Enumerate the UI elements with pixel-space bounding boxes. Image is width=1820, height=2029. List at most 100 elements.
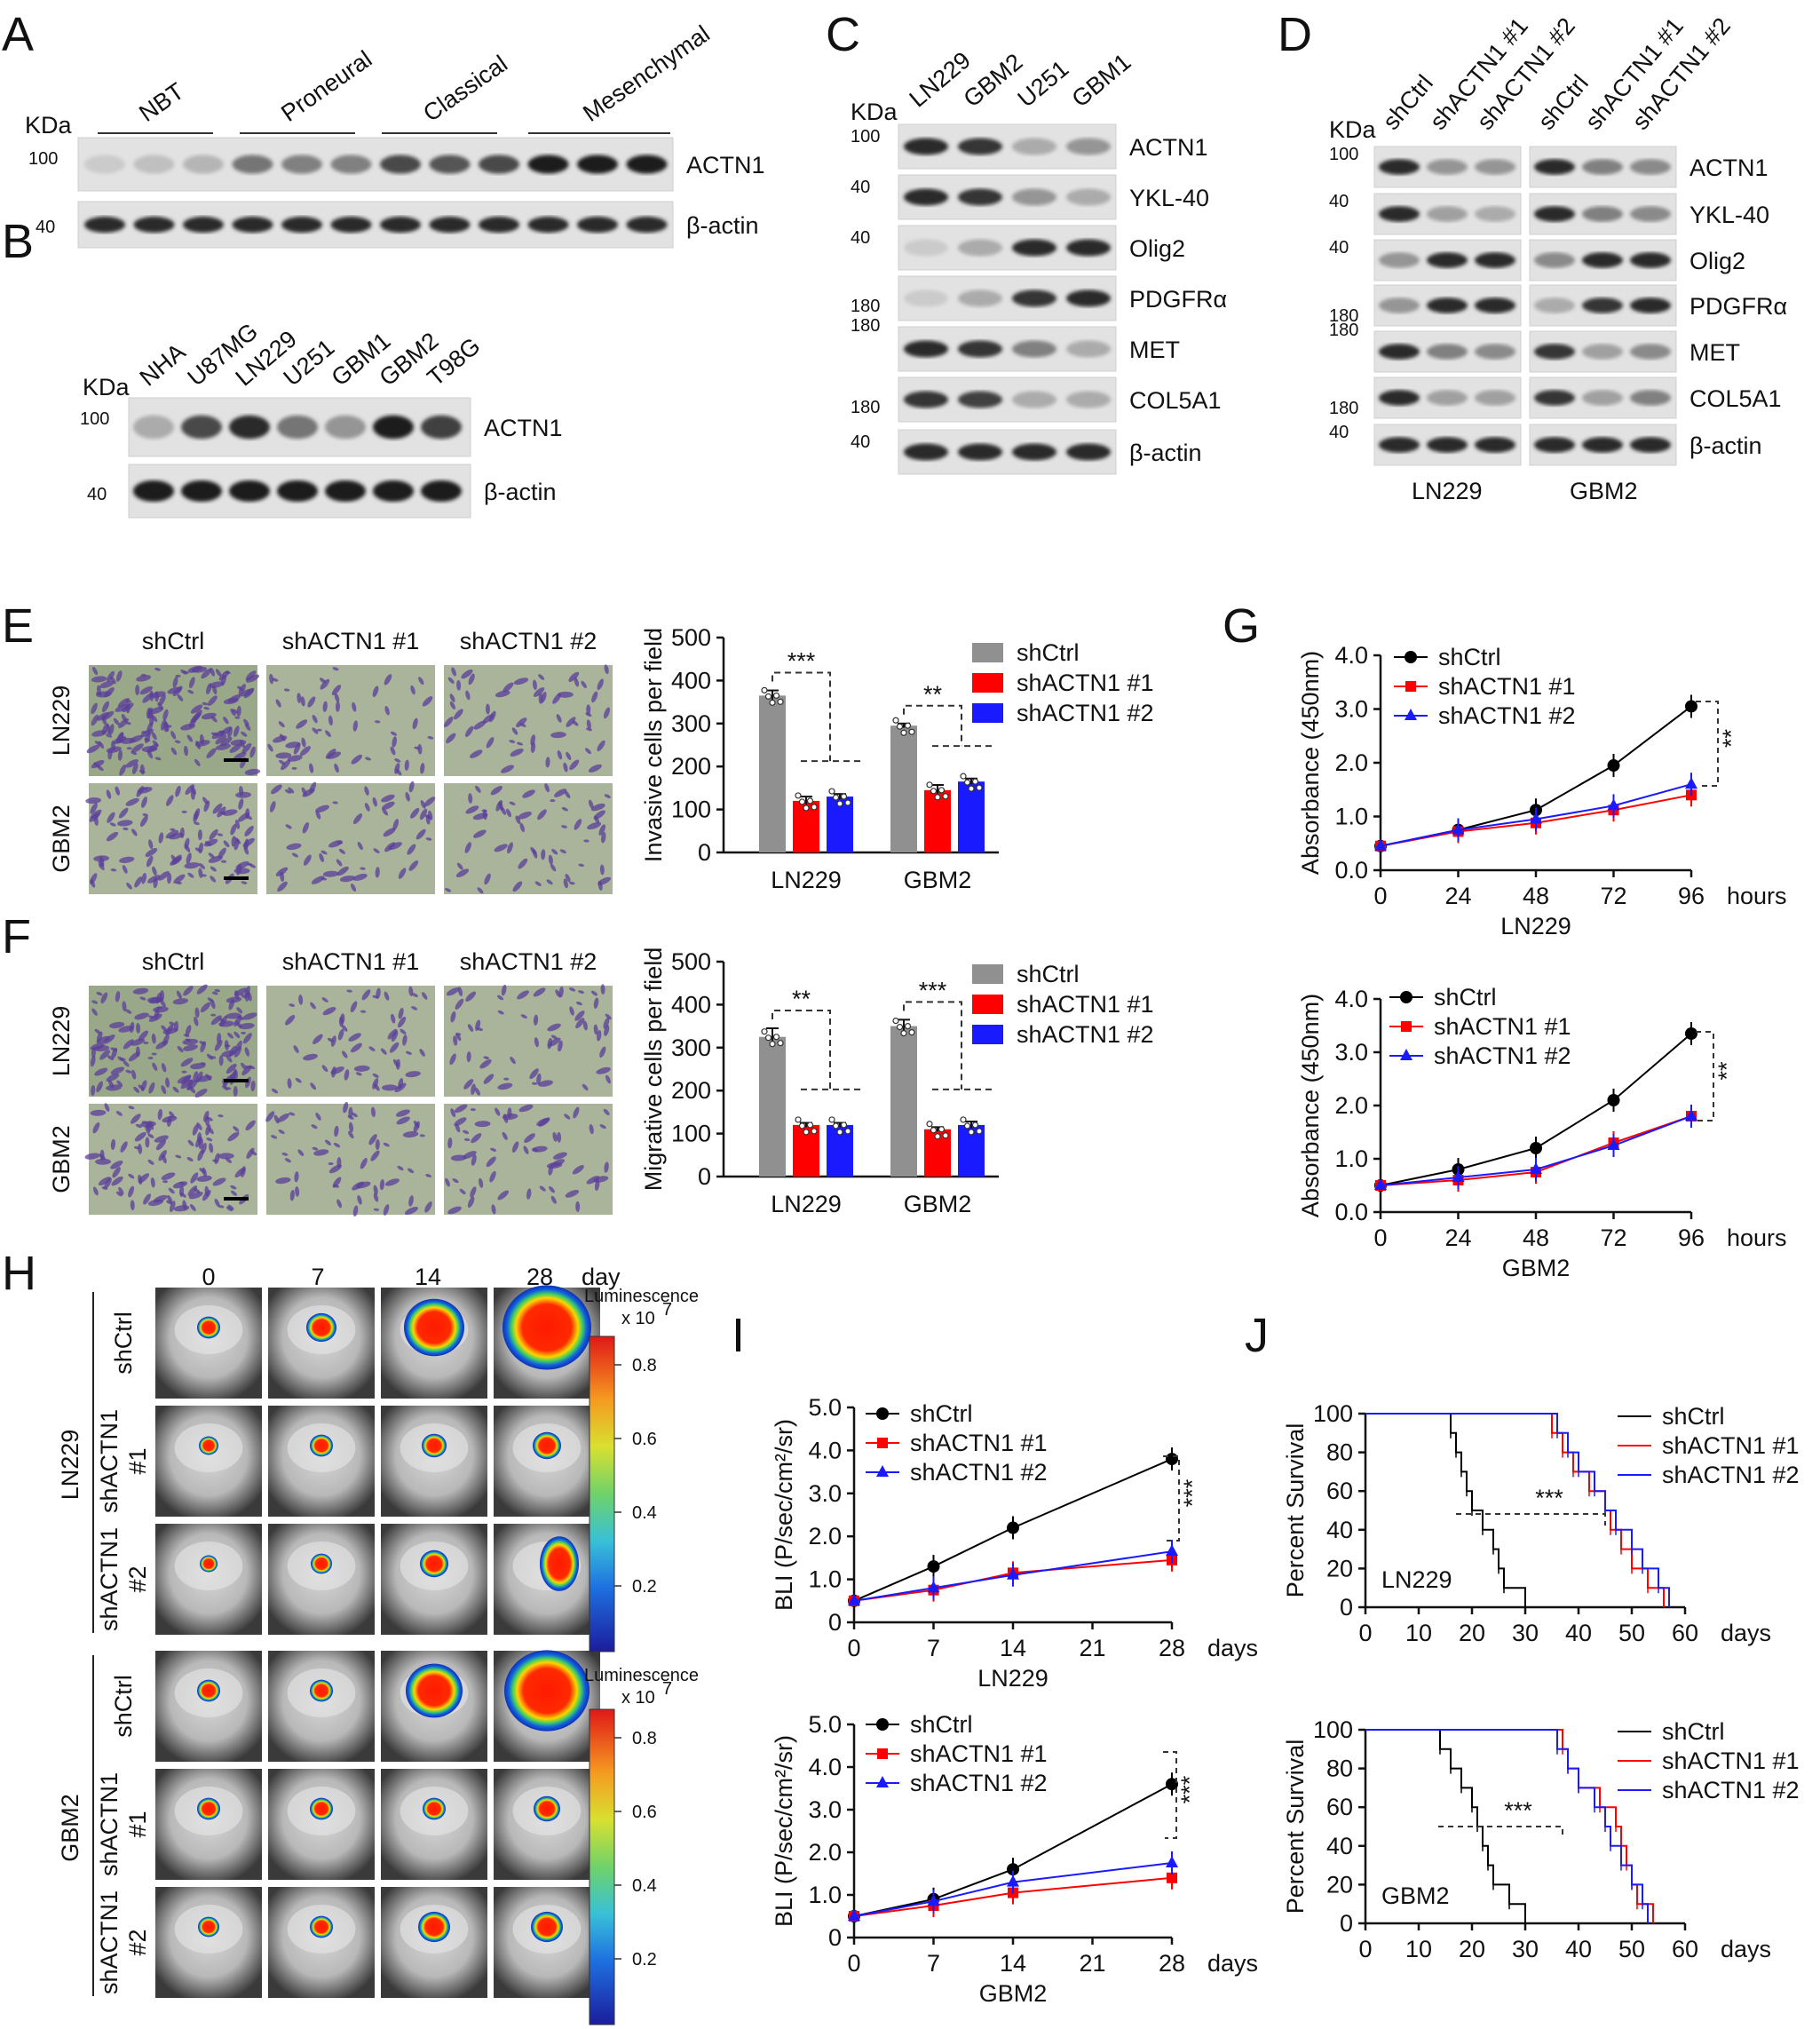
cell [391, 1013, 396, 1024]
cell [533, 987, 546, 997]
cell [383, 828, 396, 837]
legend-label: shACTN1 #1 [1662, 1748, 1800, 1774]
cell [575, 1018, 585, 1029]
y-tick-label: 60 [1326, 1794, 1353, 1820]
cell [154, 757, 162, 761]
cell [532, 1148, 539, 1152]
blot-band [527, 216, 569, 234]
y-tick-label: 80 [1326, 1756, 1353, 1782]
legend-label: shCtrl [1017, 639, 1080, 666]
cell [467, 1196, 475, 1209]
significance-bracket [903, 1001, 962, 1090]
blot-band [1066, 443, 1111, 461]
cell [177, 1075, 191, 1084]
protein-label: YKL-40 [1689, 202, 1769, 228]
point-marker [1166, 1544, 1178, 1557]
y-tick-label: 0 [698, 1163, 711, 1190]
cell [554, 789, 567, 797]
blot-band [1582, 390, 1623, 406]
cell [464, 725, 474, 737]
lane-group-label: Classical [418, 50, 512, 127]
data-point [900, 1029, 907, 1037]
colorbar-scale: x 10 [621, 1309, 655, 1328]
cell [588, 799, 594, 809]
cell [147, 1159, 154, 1165]
blot-band [229, 415, 270, 440]
y-axis-label: Percent Survival [1282, 1423, 1309, 1598]
cell [352, 873, 368, 881]
cell [234, 716, 241, 719]
significance-label: *** [787, 648, 816, 675]
cell [604, 664, 609, 675]
cell [339, 875, 356, 883]
cell [295, 1186, 300, 1197]
chart-title: GBM2 [1502, 1255, 1571, 1281]
cell [548, 1164, 554, 1176]
y-tick-label: 1.0 [1334, 804, 1368, 830]
cell [188, 1192, 203, 1200]
cell [194, 808, 201, 820]
cell [293, 1045, 299, 1054]
cell [136, 786, 145, 797]
cell [280, 871, 285, 883]
x-tick-label: 50 [1618, 1620, 1645, 1646]
cell [208, 1127, 214, 1135]
x-tick-label: 10 [1405, 1936, 1432, 1962]
cell [152, 740, 159, 747]
cell [103, 1034, 115, 1044]
cell [300, 696, 305, 707]
protein-label: MET [1129, 337, 1180, 363]
y-tick-label: 80 [1326, 1439, 1353, 1466]
colorbar-tick-label: 0.2 [632, 1577, 657, 1597]
cell [241, 881, 248, 884]
cell [407, 844, 416, 855]
blot-band [1012, 138, 1056, 155]
cell [502, 682, 514, 693]
cell [310, 1002, 316, 1010]
y-tick-label: 100 [671, 797, 711, 823]
significance-label: ** [792, 986, 811, 1012]
cell [351, 754, 362, 765]
point-marker [1166, 1453, 1178, 1466]
kda-marker: 100 [1329, 145, 1358, 164]
blot-band [1582, 252, 1623, 268]
cell [490, 786, 502, 796]
cell [147, 1133, 154, 1138]
cell [384, 991, 390, 1001]
cell [122, 1001, 127, 1011]
cell [179, 827, 185, 839]
cell [320, 678, 330, 690]
cell [569, 759, 580, 771]
bar [890, 1026, 917, 1177]
data-point [908, 1028, 915, 1036]
bli-signal [199, 1436, 218, 1455]
x-tick-label: 10 [1405, 1620, 1432, 1646]
blot-band [904, 239, 948, 257]
cell [513, 678, 529, 686]
legend-label: shACTN1 #1 [1438, 673, 1576, 700]
point-marker [1007, 1567, 1019, 1580]
cell [313, 1149, 329, 1156]
y-tick-label: 4.0 [1334, 642, 1368, 669]
cell [459, 1188, 466, 1195]
cell [233, 987, 248, 996]
cell [275, 1177, 291, 1185]
micrograph [444, 986, 613, 1097]
y-tick-label: 0 [828, 1924, 842, 1951]
cell [353, 1065, 370, 1072]
cell [113, 736, 127, 744]
cell [468, 793, 473, 804]
kda-marker: 100 [28, 149, 58, 169]
panel-letter-d: D [1278, 8, 1312, 61]
panel-letter-h: H [2, 1247, 36, 1300]
cell [227, 1131, 240, 1142]
blot-band [1534, 390, 1575, 406]
blot-band [429, 155, 471, 174]
x-axis-unit: days [1721, 1620, 1771, 1646]
cell [131, 743, 144, 753]
cell [520, 1014, 527, 1018]
cell [101, 723, 109, 734]
legend-label: shACTN1 #2 [1017, 1021, 1154, 1048]
cell [117, 749, 123, 761]
